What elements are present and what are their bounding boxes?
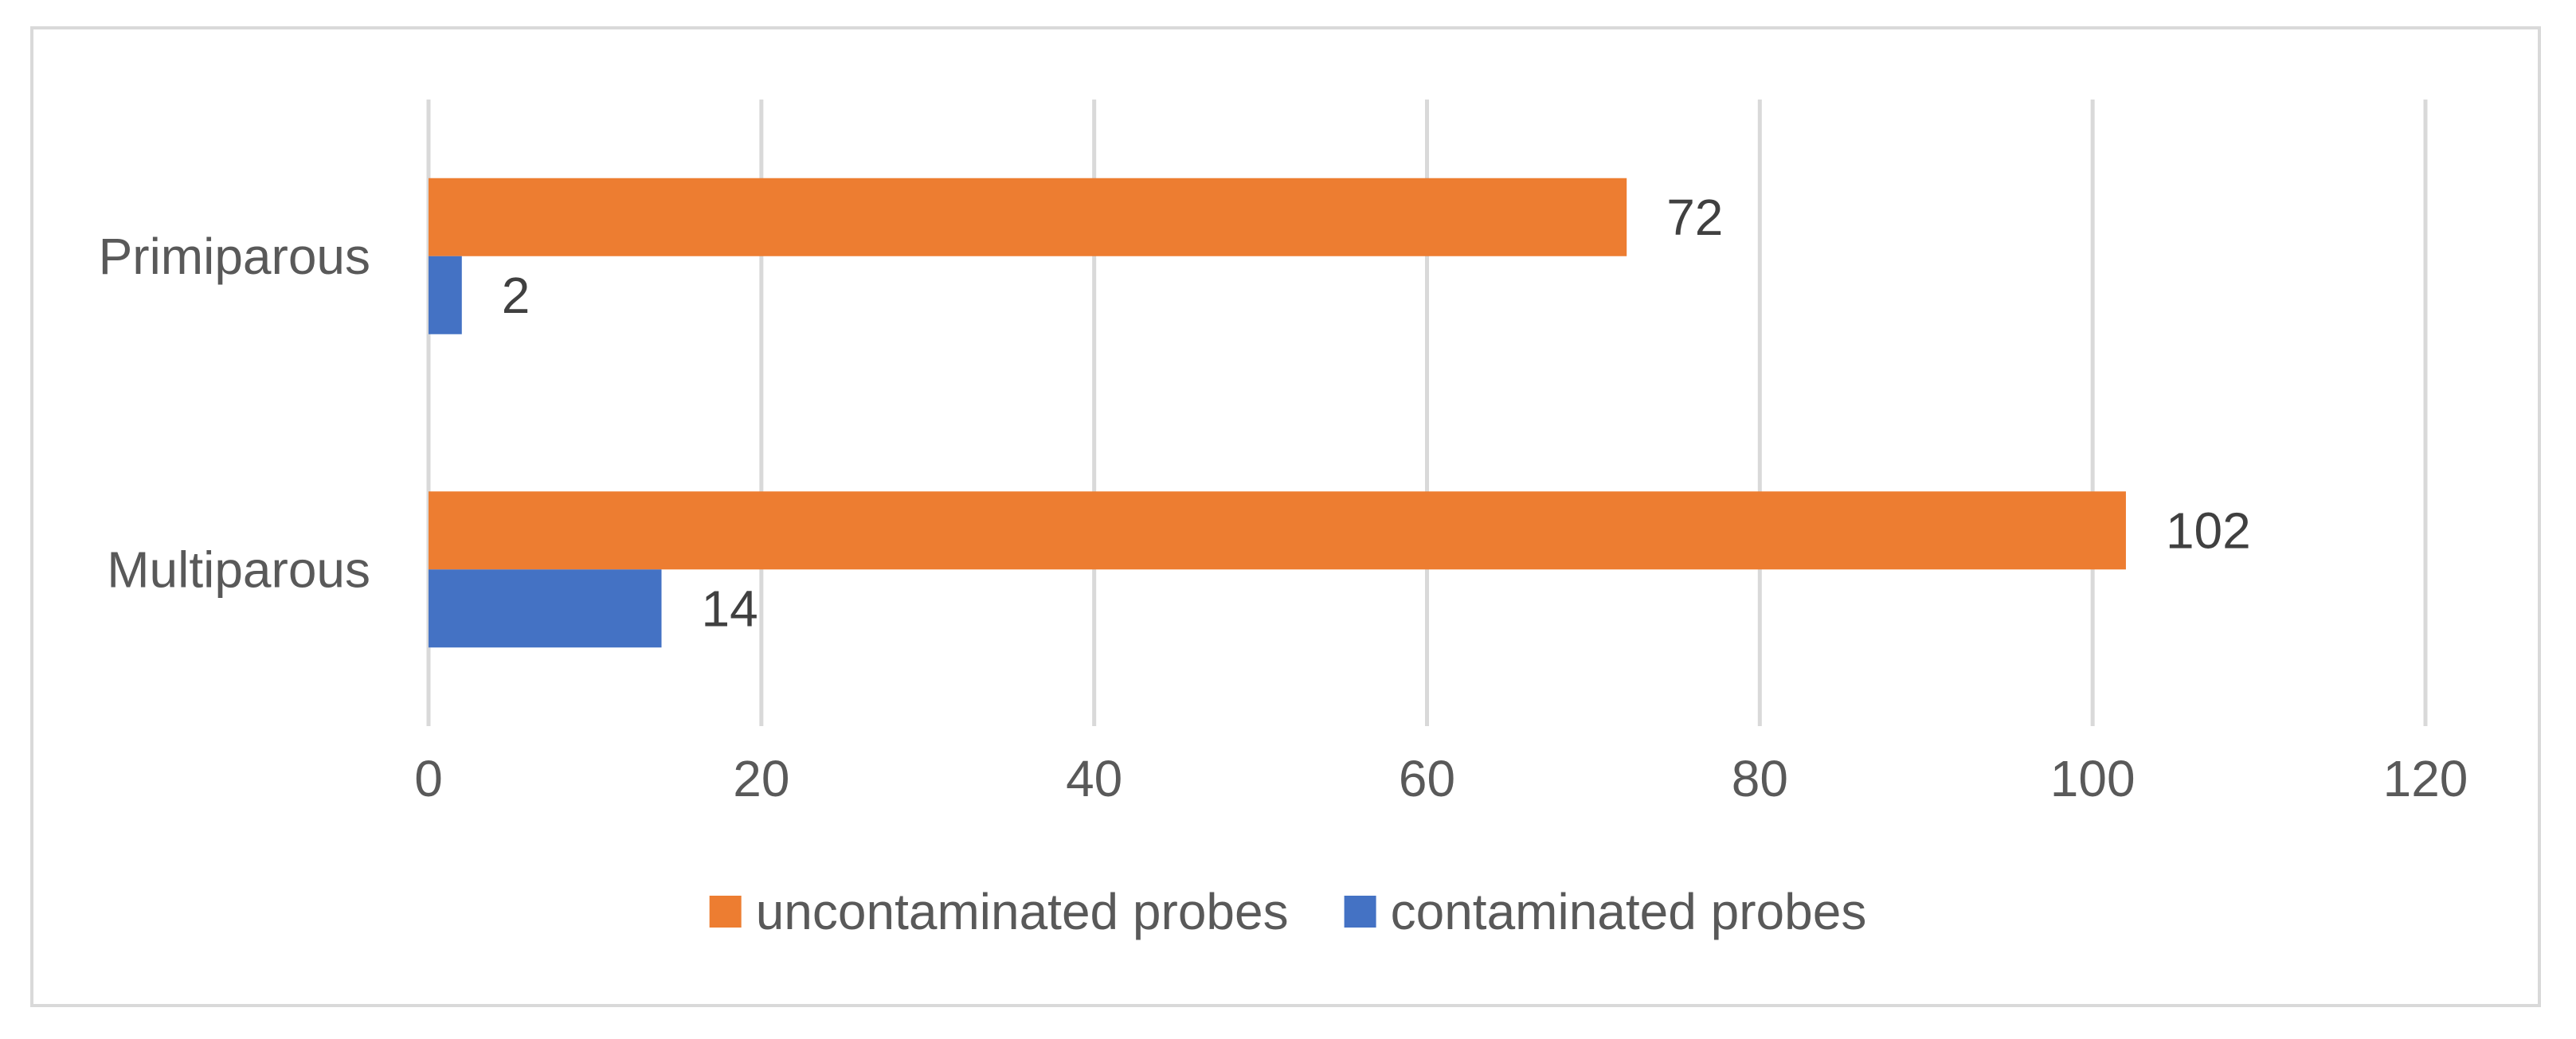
legend-swatch (1344, 896, 1376, 928)
legend: uncontaminated probes contaminated probes (709, 883, 1867, 940)
bars (429, 178, 2126, 648)
data-labels: 72 2 102 14 (502, 189, 2251, 638)
legend-label: contaminated probes (1391, 883, 1867, 940)
bar (429, 491, 2126, 570)
data-label: 102 (2166, 502, 2251, 559)
data-label: 2 (502, 267, 530, 324)
legend-swatch (709, 896, 742, 928)
data-label: 14 (701, 580, 758, 637)
x-tick-label: 100 (2050, 750, 2136, 807)
bar (429, 256, 462, 334)
axis-labels: 0 20 40 60 80 100 120 Primiparous Multiparous (99, 228, 2468, 807)
x-tick-label: 20 (733, 750, 789, 807)
category-label: Multiparous (107, 541, 370, 598)
bar (429, 178, 1627, 256)
data-label: 72 (1666, 189, 1723, 246)
x-tick-label: 80 (1732, 750, 1788, 807)
legend-label: uncontaminated probes (756, 883, 1289, 940)
category-label: Primiparous (99, 228, 370, 285)
x-tick-label: 60 (1399, 750, 1455, 807)
x-tick-label: 40 (1066, 750, 1122, 807)
x-tick-label: 120 (2383, 750, 2468, 807)
bar (429, 569, 662, 648)
x-tick-label: 0 (414, 750, 443, 807)
